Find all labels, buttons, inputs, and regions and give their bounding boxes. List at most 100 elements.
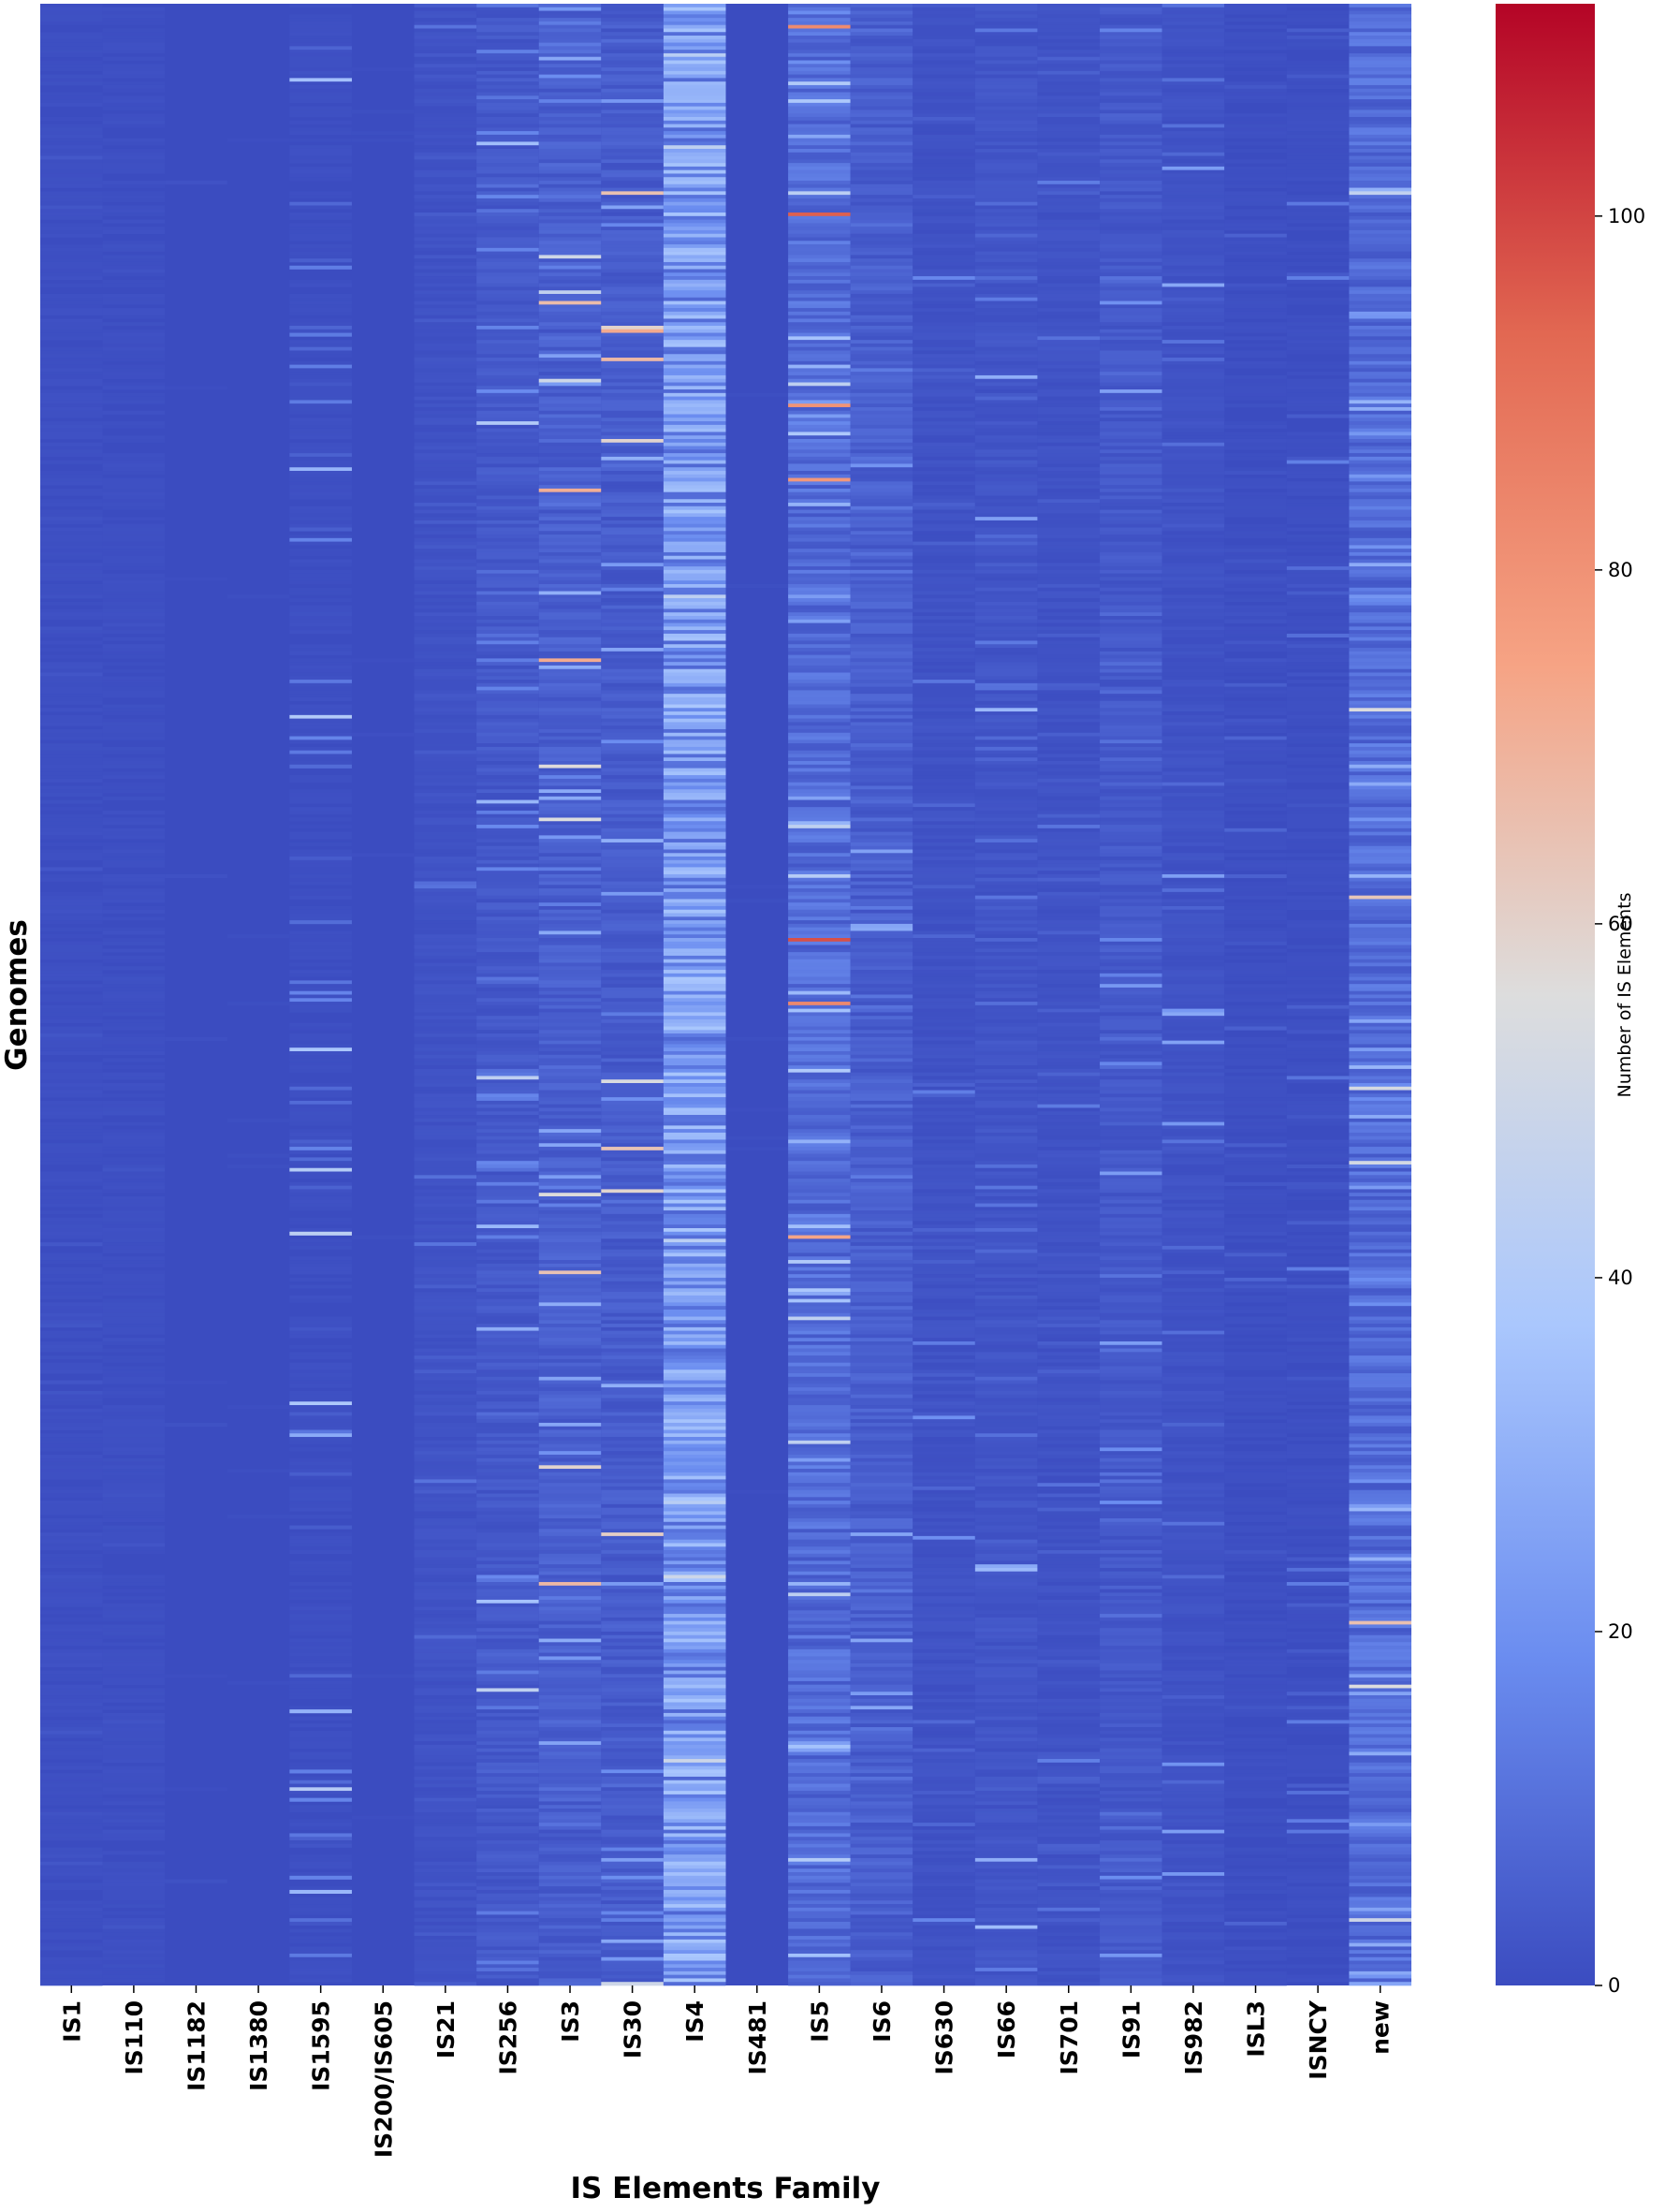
- heatmap-cell: [538, 1861, 602, 1866]
- heatmap-cell: [102, 549, 166, 553]
- heatmap-cell: [476, 1507, 539, 1512]
- heatmap-cell: [850, 1030, 913, 1034]
- heatmap-cell: [102, 343, 166, 347]
- heatmap-cell: [40, 1582, 103, 1587]
- heatmap-cell: [663, 1702, 726, 1707]
- heatmap-cell: [414, 1100, 477, 1105]
- heatmap-cell: [414, 215, 477, 220]
- heatmap-cell: [663, 237, 726, 242]
- heatmap-cell: [788, 637, 851, 641]
- heatmap-cell: [102, 1978, 166, 1983]
- heatmap-cell: [788, 619, 851, 623]
- heatmap-cell: [788, 1737, 851, 1742]
- heatmap-cell: [663, 601, 726, 606]
- heatmap-cell: [601, 1589, 664, 1593]
- heatmap-cell: [289, 682, 352, 687]
- heatmap-cell: [414, 1344, 477, 1349]
- heatmap-cell: [40, 1970, 103, 1975]
- heatmap-cell: [414, 863, 477, 868]
- heatmap-cell: [663, 1564, 726, 1569]
- heatmap-cell: [40, 358, 103, 362]
- heatmap-cell: [601, 990, 664, 995]
- heatmap-cell: [414, 708, 477, 712]
- heatmap-cell: [414, 1525, 477, 1530]
- heatmap-cell: [289, 1231, 352, 1236]
- heatmap-cell: [850, 403, 913, 408]
- heatmap-cell: [601, 1755, 664, 1760]
- heatmap-cell: [663, 566, 726, 571]
- heatmap-cell: [414, 286, 477, 291]
- heatmap-cell: [414, 1723, 477, 1728]
- heatmap-cell: [538, 1493, 602, 1498]
- heatmap-cell: [102, 1408, 166, 1413]
- heatmap-cell: [414, 1422, 477, 1427]
- heatmap-cell: [414, 159, 477, 164]
- heatmap-cell: [850, 166, 913, 170]
- heatmap-cell: [476, 1666, 539, 1671]
- heatmap-cell: [538, 1157, 602, 1162]
- heatmap-cell: [289, 1044, 352, 1048]
- heatmap-cell: [102, 293, 166, 299]
- heatmap-cell: [40, 1302, 103, 1307]
- heatmap-cell: [40, 1111, 103, 1116]
- heatmap-cell: [788, 1886, 851, 1891]
- heatmap-cell: [538, 1366, 602, 1370]
- heatmap-cell: [538, 1897, 602, 1901]
- heatmap-cell: [102, 392, 166, 397]
- heatmap-cell: [476, 696, 539, 702]
- heatmap-cell: [40, 116, 103, 122]
- heatmap-cell: [538, 1022, 602, 1027]
- heatmap-cell: [663, 1709, 726, 1714]
- heatmap-cell: [788, 1843, 851, 1848]
- heatmap-cell: [788, 796, 851, 800]
- heatmap-cell: [850, 998, 913, 1003]
- heatmap-cell: [788, 1274, 851, 1279]
- heatmap-cell: [538, 676, 602, 681]
- heatmap-cell: [414, 990, 477, 995]
- heatmap-cell: [102, 1928, 166, 1933]
- heatmap-cell: [663, 1221, 726, 1225]
- heatmap-cell: [40, 1702, 103, 1707]
- heatmap-cell: [289, 1256, 352, 1261]
- heatmap-cell: [414, 1567, 477, 1572]
- heatmap-cell: [538, 382, 602, 387]
- heatmap-cell: [663, 1663, 726, 1668]
- heatmap-cell: [476, 1730, 539, 1735]
- heatmap-cell: [788, 382, 851, 387]
- heatmap-cell: [102, 1175, 166, 1179]
- heatmap-cell: [538, 247, 602, 252]
- heatmap-cell: [538, 187, 602, 192]
- heatmap-cell: [538, 102, 602, 107]
- heatmap-cell: [788, 740, 851, 744]
- heatmap-cell: [663, 1939, 726, 1943]
- heatmap-cell: [663, 145, 726, 150]
- heatmap-cell: [476, 1886, 539, 1891]
- heatmap-cell: [414, 477, 477, 482]
- heatmap-cell: [476, 378, 539, 383]
- heatmap-cell: [663, 1879, 726, 1883]
- heatmap-cell: [788, 1447, 851, 1452]
- heatmap-cell: [663, 1026, 726, 1031]
- heatmap-cell: [788, 694, 851, 698]
- heatmap-cell: [663, 1121, 726, 1126]
- heatmap-cell: [538, 78, 602, 82]
- heatmap-cell: [788, 1695, 851, 1700]
- heatmap-cell: [788, 138, 851, 142]
- heatmap-cell: [289, 127, 352, 132]
- heatmap-cell: [414, 283, 477, 287]
- heatmap-cell: [289, 1765, 352, 1770]
- heatmap-cell: [102, 1886, 166, 1891]
- heatmap-cell: [289, 1171, 352, 1176]
- heatmap-cell: [663, 793, 726, 798]
- heatmap-cell: [663, 962, 726, 967]
- heatmap-cell: [414, 360, 477, 365]
- heatmap-cell: [40, 1525, 103, 1530]
- heatmap-cell: [663, 56, 726, 61]
- heatmap-cell: [414, 1918, 477, 1923]
- heatmap-cell: [663, 290, 726, 295]
- heatmap-cell: [538, 619, 602, 623]
- heatmap-cell: [40, 360, 103, 365]
- heatmap-cell: [476, 84, 539, 90]
- heatmap-cell: [476, 272, 539, 277]
